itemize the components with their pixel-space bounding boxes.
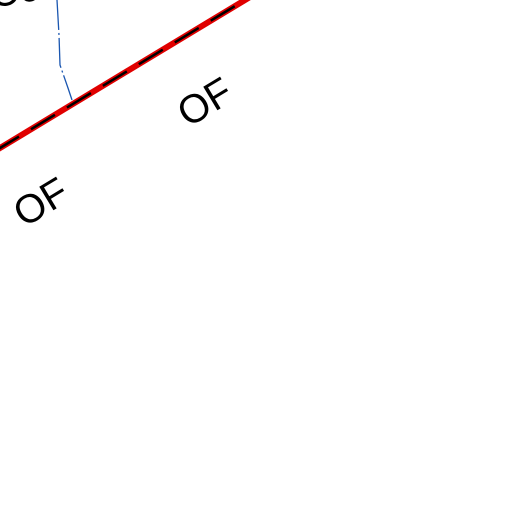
boundary-dash <box>0 0 248 150</box>
stream <box>56 0 73 101</box>
map-label: O <box>100 0 149 12</box>
